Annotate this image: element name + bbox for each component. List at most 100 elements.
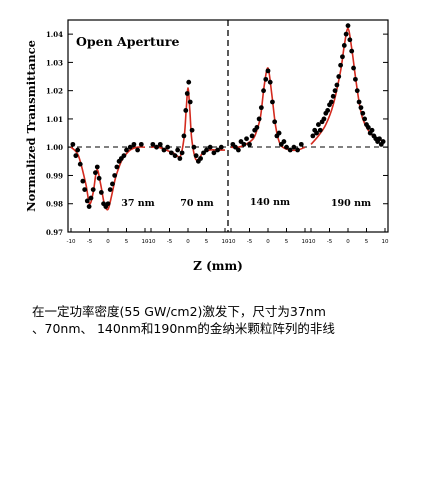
y-tick-label: 1.04 [46, 30, 63, 39]
x-tick-label: 10 [222, 239, 229, 245]
data-point [107, 187, 113, 193]
data-point [261, 88, 266, 94]
x-tick-label: -5 [247, 239, 253, 245]
data-point [369, 127, 375, 133]
data-point [177, 156, 183, 161]
transmittance-chart: 0.97 0.98 0.99 1.00 1.01 1.02 1.03 1.04 -10 -5 0 5… [24, 19, 389, 273]
data-point [127, 144, 133, 150]
data-point [211, 150, 217, 156]
data-point [362, 116, 368, 122]
panel-label-3: 140 nm [250, 197, 290, 208]
data-point [284, 144, 289, 150]
data-point [249, 133, 255, 139]
data-point [256, 116, 262, 122]
data-point [345, 23, 351, 29]
y-axis-ticks: 0.97 0.98 0.99 1.00 1.01 1.02 1.03 1.04 [46, 30, 388, 237]
data-point [317, 127, 323, 133]
x-tick-label: -10 [307, 239, 316, 245]
data-point [241, 141, 247, 147]
data-point [287, 147, 293, 153]
data-point [349, 48, 355, 54]
x-axis-label: Z (mm) [193, 259, 243, 273]
data-point [247, 141, 252, 147]
chart-title: Open Aperture [76, 34, 179, 49]
fit-curve-4 [310, 27, 386, 145]
x-tick-label: 0 [186, 239, 190, 245]
data-point [215, 147, 221, 153]
data-point [353, 76, 358, 82]
data-point [365, 125, 371, 130]
y-tick-label: 1.03 [46, 58, 63, 67]
data-point [94, 164, 100, 170]
data-point [150, 141, 156, 147]
data-point [86, 204, 92, 209]
data-point [276, 130, 282, 136]
x-tick-label: 0 [346, 239, 350, 245]
data-point [165, 144, 171, 150]
x-axis-ticks: -10 -5 0 5 10-10 -5 0 5 10-10 -5 0 5 10-10 -5 0 5 10 [67, 228, 389, 245]
fit-curve-3 [230, 67, 306, 152]
x-tick-label: -5 [87, 239, 93, 245]
panel-label-1: 37 nm [121, 198, 155, 209]
data-point [179, 150, 185, 156]
data-point [258, 105, 264, 111]
data-point [73, 153, 79, 159]
data-point [354, 88, 360, 94]
data-point [351, 65, 356, 71]
y-tick-label: 0.98 [46, 200, 63, 209]
data-point [244, 136, 249, 142]
data-point [356, 99, 362, 105]
panel-label-4: 190 nm [331, 198, 371, 209]
data-point [96, 175, 102, 181]
x-tick-label: -5 [327, 239, 333, 245]
x-tick-label: -10 [227, 239, 236, 245]
x-tick-label: 10 [302, 239, 309, 245]
data-point [330, 93, 336, 99]
x-tick-label: -10 [147, 239, 156, 245]
data-points [70, 23, 386, 209]
y-tick-label: 1.01 [46, 115, 63, 124]
data-point [336, 74, 342, 79]
data-point [343, 31, 349, 37]
data-point [157, 141, 163, 147]
data-point [90, 187, 96, 193]
data-point [186, 79, 192, 85]
data-point [341, 43, 347, 48]
data-point [80, 178, 86, 184]
caption-line-1: 在一定功率密度(55 GW/cm2)激发下，尺寸为37nm [32, 304, 326, 319]
x-tick-label: 0 [266, 239, 270, 245]
data-point [135, 147, 141, 153]
y-axis-label: Normalized Transmittance [24, 40, 38, 212]
data-point [138, 141, 144, 147]
data-point [154, 144, 159, 150]
data-point [181, 133, 187, 139]
data-point [254, 125, 260, 130]
data-point [358, 105, 364, 111]
data-point [184, 91, 190, 96]
data-point [328, 99, 334, 105]
caption-line-2: 、70nm、 140nm和190nm的金纳米颗粒阵列的非线 [32, 321, 335, 336]
panel-labels: 37 nm 70 nm 140 nm 190 nm [121, 197, 371, 209]
panel-label-2: 70 nm [180, 198, 214, 209]
x-tick-label: 5 [365, 239, 369, 245]
data-point [114, 164, 120, 170]
x-tick-label: -10 [67, 239, 76, 245]
data-point [121, 153, 127, 159]
data-point [112, 173, 118, 178]
data-point [340, 54, 345, 60]
y-tick-label: 1.00 [46, 143, 63, 152]
data-point [314, 130, 319, 136]
data-point [338, 62, 343, 68]
data-point [183, 108, 189, 113]
data-point [187, 99, 193, 105]
data-point [310, 133, 316, 139]
data-point [198, 156, 203, 161]
figure-caption: 在一定功率密度(55 GW/cm2)激发下，尺寸为37nm 、70nm、 140… [32, 303, 412, 337]
data-point [98, 190, 104, 195]
data-point [316, 122, 321, 127]
x-tick-label: 5 [125, 239, 129, 245]
data-point [377, 136, 382, 142]
data-point [334, 82, 340, 88]
data-point [360, 110, 366, 116]
data-point [172, 153, 178, 159]
